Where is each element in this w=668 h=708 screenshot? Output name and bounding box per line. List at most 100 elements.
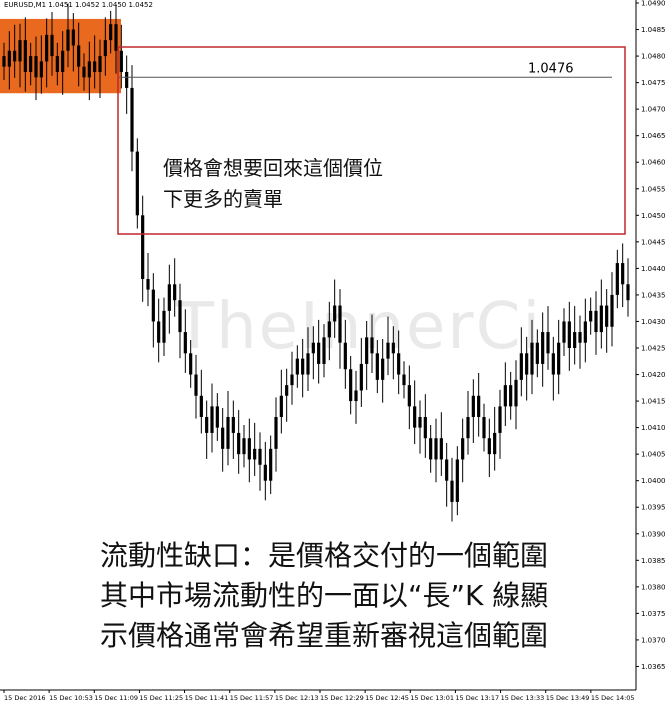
y-tick-label: 1.0455 [641, 185, 666, 193]
candle [151, 273, 155, 348]
candle-body [439, 438, 443, 460]
candle-body [402, 374, 406, 386]
candle-body [541, 332, 545, 364]
candle [242, 424, 246, 468]
candle-body [269, 448, 273, 481]
candle-body [370, 337, 374, 354]
candle-body [343, 342, 347, 370]
x-tick-label: 15 Dec 10:53 [49, 694, 93, 702]
candle-body [503, 385, 507, 407]
candle [509, 371, 513, 420]
candle-body [157, 321, 161, 343]
x-tick-label: 15 Dec 2016 [4, 694, 46, 702]
candle-body [93, 61, 97, 72]
candle-body [578, 332, 582, 343]
annotation-box-text: 價格會想要回來這個價位 [163, 156, 383, 180]
candle-body [498, 406, 502, 433]
candle [61, 31, 65, 95]
candle-body [61, 50, 65, 72]
y-tick-label: 1.0470 [641, 106, 666, 114]
candle [71, 13, 75, 72]
candle [125, 55, 129, 114]
candle-body [210, 406, 214, 433]
caption-line-2: 其中市場流動性的一面以“長”K 線顯 [100, 579, 549, 612]
candle-body [199, 395, 203, 417]
candle-body [535, 342, 539, 364]
candle [162, 297, 166, 356]
candle [87, 41, 91, 101]
candle-body [477, 395, 481, 417]
candle-body [509, 385, 513, 407]
candle-body [381, 358, 385, 380]
candle-body [18, 40, 22, 62]
y-tick-label: 1.0415 [641, 398, 666, 406]
candle-body [546, 332, 550, 354]
candle-body [514, 379, 518, 407]
candle [594, 291, 598, 355]
candle [397, 330, 401, 395]
candle [578, 315, 582, 369]
candle-body [429, 438, 433, 460]
x-tick-label: 15 Dec 11:09 [94, 694, 138, 702]
candle [370, 314, 374, 373]
candle [423, 394, 427, 458]
candle-body [583, 321, 587, 343]
candle-body [247, 438, 251, 460]
candle [306, 327, 310, 391]
candle [386, 316, 390, 376]
candle-body [599, 305, 603, 333]
candle [551, 336, 555, 401]
candle-body [34, 56, 38, 78]
y-tick-label: 1.0430 [641, 318, 666, 326]
candle [365, 320, 369, 390]
candle [29, 42, 33, 86]
candle-body [285, 385, 289, 396]
candle [50, 12, 54, 76]
candle [514, 360, 518, 430]
candle [610, 272, 614, 347]
level-label: 1.0476 [528, 61, 574, 76]
candle-body [109, 24, 113, 41]
x-tick-label: 15 Dec 12:29 [320, 694, 364, 702]
candle [359, 337, 363, 407]
candle [183, 309, 187, 373]
candle-body [82, 66, 86, 78]
y-tick-label: 1.0465 [641, 132, 666, 140]
candle [439, 412, 443, 476]
candle [349, 355, 353, 415]
candle [599, 279, 603, 349]
candle-body [530, 342, 534, 375]
candle-body [493, 432, 497, 455]
candle-body [167, 284, 171, 311]
candle [615, 249, 619, 309]
candle [23, 17, 27, 92]
x-tick-label: 15 Dec 11:41 [185, 694, 229, 702]
candle [626, 258, 630, 317]
candle [263, 441, 267, 501]
x-tick-label: 15 Dec 11:25 [139, 694, 183, 702]
candle-body [71, 29, 75, 46]
y-tick-label: 1.0445 [641, 238, 666, 246]
candle [253, 422, 257, 476]
y-tick-label: 1.0375 [641, 610, 666, 618]
candle-body [146, 279, 150, 290]
y-tick-label: 1.0370 [641, 636, 666, 644]
candle-body [45, 34, 49, 62]
x-tick-label: 15 Dec 13:17 [455, 694, 499, 702]
candle-body [183, 332, 187, 354]
candle-body [242, 438, 246, 455]
candle-body [162, 310, 166, 343]
candle-body [359, 363, 363, 391]
candle [429, 424, 433, 473]
candle-body [434, 438, 438, 460]
candle [445, 443, 449, 507]
x-tick-label: 15 Dec 13:49 [546, 694, 590, 702]
candle [589, 297, 593, 335]
candle [338, 289, 342, 369]
candle [434, 418, 438, 483]
candle [18, 23, 22, 88]
candle-body [151, 289, 155, 322]
candle [130, 65, 134, 172]
